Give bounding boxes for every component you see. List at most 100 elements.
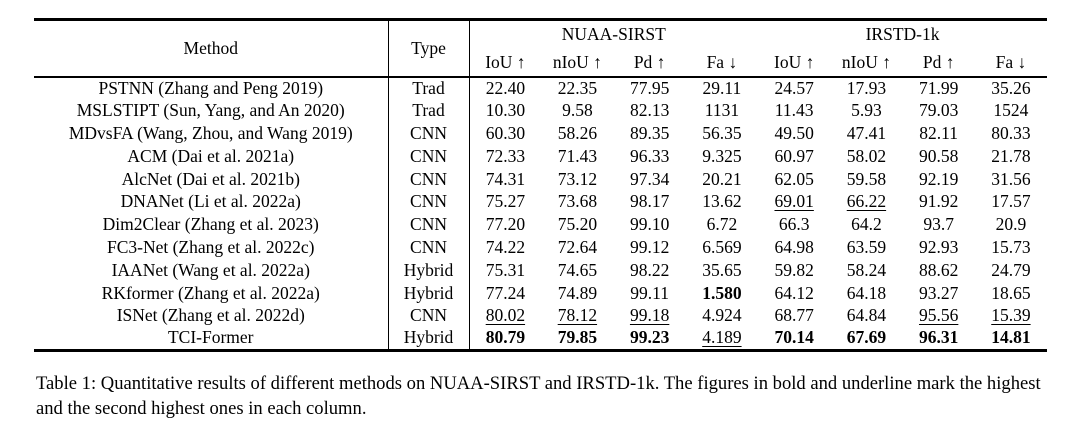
metric-cell: 91.92 bbox=[918, 191, 959, 212]
metric-cell: 79.85 bbox=[557, 327, 598, 348]
metric-cell: 98.17 bbox=[629, 191, 670, 212]
metric-cell: 98.22 bbox=[629, 259, 670, 280]
metric-cell: 10.30 bbox=[485, 100, 526, 121]
metric-cell: 66.22 bbox=[846, 191, 887, 212]
metric-cell: 74.22 bbox=[485, 236, 526, 257]
metric-cell: 20.21 bbox=[702, 168, 742, 189]
metric-cell: 75.31 bbox=[485, 259, 526, 280]
method-cell: ISNet (Zhang et al. 2022d) bbox=[34, 304, 389, 328]
table-row-acm: ACM (Dai et al. 2021a) CNN 72.33 71.43 9… bbox=[34, 144, 1047, 168]
metric-cell: 80.02 bbox=[485, 305, 526, 326]
metric-cell: 75.20 bbox=[557, 214, 598, 235]
type-cell: Trad bbox=[388, 99, 470, 123]
metric-cell: 17.93 bbox=[846, 77, 887, 98]
metric-cell: 77.20 bbox=[485, 214, 526, 235]
method-cell: Dim2Clear (Zhang et al. 2023) bbox=[34, 213, 389, 237]
method-cell: AlcNet (Dai et al. 2021b) bbox=[34, 167, 389, 191]
metric-header-nuaa-niou: nIoU ↑ bbox=[552, 51, 602, 72]
metric-cell: 78.12 bbox=[557, 305, 598, 326]
metric-header-nuaa-fa: Fa ↓ bbox=[706, 51, 738, 72]
metric-cell: 59.82 bbox=[774, 259, 814, 280]
metric-cell: 35.26 bbox=[991, 77, 1031, 98]
metric-cell: 96.31 bbox=[918, 327, 959, 348]
metric-cell: 58.26 bbox=[557, 122, 598, 143]
metric-cell: 20.9 bbox=[995, 214, 1027, 235]
type-cell: Hybrid bbox=[388, 258, 470, 282]
type-cell: CNN bbox=[388, 122, 470, 145]
metric-cell: 74.65 bbox=[557, 259, 598, 280]
metric-cell: 13.62 bbox=[702, 191, 742, 212]
metric-cell: 22.35 bbox=[557, 77, 598, 98]
metric-cell: 79.03 bbox=[918, 100, 959, 121]
method-cell: PSTNN (Zhang and Peng 2019) bbox=[34, 76, 389, 100]
method-cell: MDvsFA (Wang, Zhou, and Wang 2019) bbox=[34, 122, 389, 145]
table-row-tci-former: TCI-Former Hybrid 80.79 79.85 99.23 4.18… bbox=[34, 327, 1047, 351]
metric-cell: 97.34 bbox=[629, 168, 670, 189]
table-row-isnet: ISNet (Zhang et al. 2022d) CNN 80.02 78.… bbox=[34, 304, 1047, 328]
metric-cell: 80.33 bbox=[991, 122, 1031, 143]
method-cell: ACM (Dai et al. 2021a) bbox=[34, 144, 389, 168]
metric-cell: 69.01 bbox=[774, 191, 814, 212]
metric-cell: 17.57 bbox=[991, 191, 1031, 212]
metric-header-irstd-fa: Fa ↓ bbox=[995, 51, 1027, 72]
metric-cell: 88.62 bbox=[918, 259, 959, 280]
metric-cell: 77.95 bbox=[629, 77, 670, 98]
metric-cell: 58.02 bbox=[846, 145, 887, 166]
metric-cell: 72.33 bbox=[485, 145, 526, 166]
metric-cell: 71.43 bbox=[557, 145, 598, 166]
type-column-header: Type bbox=[388, 19, 470, 77]
results-table: Method Type NUAA-SIRST IRSTD-1k IoU ↑ nI… bbox=[34, 18, 1048, 352]
metric-cell: 21.78 bbox=[991, 145, 1031, 166]
metric-cell: 73.68 bbox=[557, 191, 598, 212]
type-cell: CNN bbox=[388, 167, 470, 191]
table-row-mslstipt: MSLSTIPT (Sun, Yang, and An 2020) Trad 1… bbox=[34, 99, 1047, 123]
method-cell: TCI-Former bbox=[34, 327, 389, 351]
dataset-group-header-nuaa-sirst: NUAA-SIRST bbox=[561, 24, 666, 45]
metric-cell: 35.65 bbox=[702, 259, 742, 280]
metric-cell: 99.12 bbox=[629, 236, 670, 257]
metric-cell: 67.69 bbox=[846, 327, 887, 348]
table-header: Method Type NUAA-SIRST IRSTD-1k IoU ↑ nI… bbox=[34, 19, 1048, 77]
metric-header-irstd-niou: nIoU ↑ bbox=[841, 51, 891, 72]
metric-cell: 96.33 bbox=[629, 145, 670, 166]
metric-cell: 60.97 bbox=[774, 145, 814, 166]
metric-cell: 1.580 bbox=[702, 282, 742, 303]
metric-cell: 14.81 bbox=[991, 327, 1031, 348]
metric-cell: 64.84 bbox=[846, 305, 887, 326]
metric-cell: 74.89 bbox=[557, 282, 598, 303]
table-row-rkformer: RKformer (Zhang et al. 2022a) Hybrid 77.… bbox=[34, 281, 1047, 305]
metric-cell: 5.93 bbox=[851, 100, 882, 121]
metric-cell: 15.39 bbox=[991, 305, 1031, 326]
metric-cell: 75.27 bbox=[485, 191, 526, 212]
metric-cell: 47.41 bbox=[846, 122, 887, 143]
method-cell: MSLSTIPT (Sun, Yang, and An 2020) bbox=[34, 99, 389, 123]
type-cell: CNN bbox=[388, 304, 470, 328]
metric-cell: 60.30 bbox=[485, 122, 526, 143]
metric-cell: 64.12 bbox=[774, 282, 814, 303]
table-row-mdvsfa: MDvsFA (Wang, Zhou, and Wang 2019) CNN 6… bbox=[34, 122, 1047, 145]
metric-cell: 99.18 bbox=[629, 305, 670, 326]
metric-cell: 92.93 bbox=[918, 236, 959, 257]
metric-cell: 4.189 bbox=[702, 327, 742, 348]
metric-cell: 90.58 bbox=[918, 145, 959, 166]
table-row-dim2clear: Dim2Clear (Zhang et al. 2023) CNN 77.20 … bbox=[34, 213, 1047, 237]
dataset-group-header-irstd-1k: IRSTD-1k bbox=[865, 24, 940, 45]
metric-cell: 72.64 bbox=[557, 236, 598, 257]
method-cell: DNANet (Li et al. 2022a) bbox=[34, 190, 389, 214]
metric-cell: 15.73 bbox=[991, 236, 1031, 257]
metric-cell: 68.77 bbox=[774, 305, 814, 326]
metric-cell: 95.56 bbox=[918, 305, 959, 326]
metric-cell: 73.12 bbox=[557, 168, 598, 189]
metric-cell: 6.569 bbox=[702, 236, 742, 257]
metric-cell: 58.24 bbox=[846, 259, 887, 280]
method-cell: IAANet (Wang et al. 2022a) bbox=[34, 258, 389, 282]
metric-cell: 99.11 bbox=[630, 282, 669, 303]
metric-header-irstd-pd: Pd ↑ bbox=[922, 51, 955, 72]
metric-cell: 1524 bbox=[993, 100, 1029, 121]
metric-cell: 31.56 bbox=[991, 168, 1031, 189]
metric-cell: 9.325 bbox=[702, 145, 742, 166]
method-column-header: Method bbox=[34, 19, 389, 77]
metric-cell: 93.27 bbox=[918, 282, 959, 303]
metric-cell: 4.924 bbox=[702, 305, 742, 326]
